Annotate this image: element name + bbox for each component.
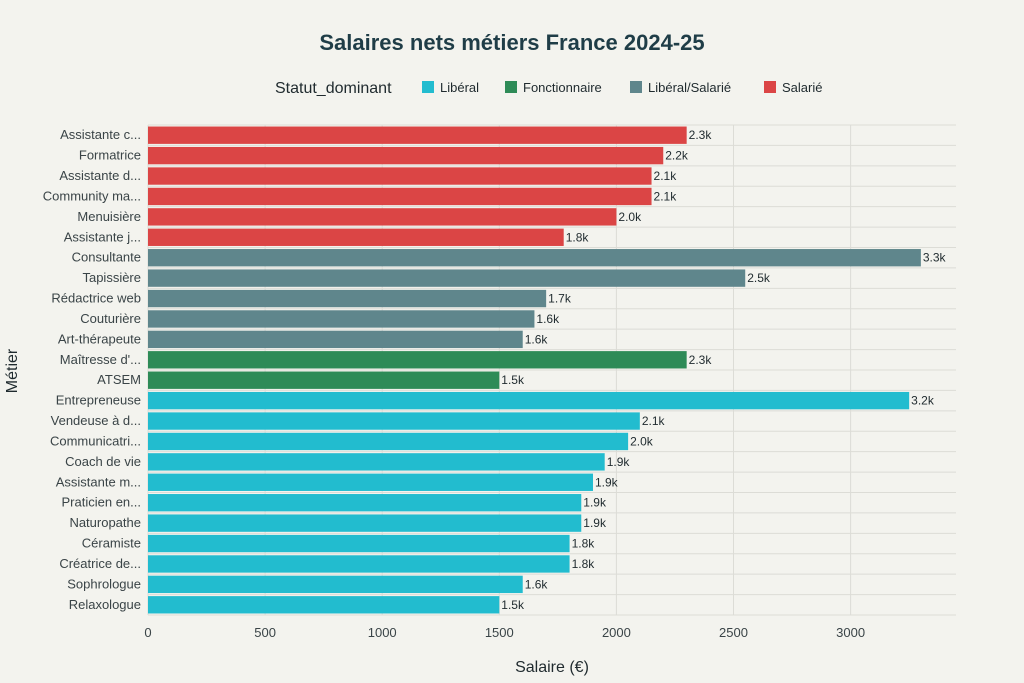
data-label-9: 1.6k: [536, 312, 560, 326]
x-axis-title: Salaire (€): [515, 659, 589, 676]
data-label-8: 1.7k: [548, 292, 572, 306]
category-label-22: Sophrologue: [67, 576, 141, 591]
bar-0[interactable]: [148, 126, 687, 144]
category-label-19: Naturopathe: [69, 515, 141, 530]
bar-9[interactable]: [148, 310, 535, 328]
data-label-14: 2.1k: [642, 414, 666, 428]
category-label-6: Consultante: [72, 250, 141, 265]
data-label-10: 1.6k: [525, 332, 549, 346]
bar-3[interactable]: [148, 187, 652, 206]
bar-15[interactable]: [148, 432, 629, 451]
legend-swatch-0[interactable]: [422, 81, 434, 93]
category-label-3: Community ma...: [43, 188, 141, 203]
category-label-17: Assistante m...: [56, 474, 141, 489]
x-tick-label-2: 1000: [368, 625, 397, 640]
x-tick-label-0: 0: [144, 625, 151, 640]
legend-label-2: Libéral/Salarié: [648, 80, 731, 95]
bar-4[interactable]: [148, 208, 617, 226]
category-label-10: Art-thérapeute: [58, 331, 141, 346]
data-label-4: 2.0k: [618, 210, 642, 224]
chart-title: Salaires nets métiers France 2024-25: [319, 30, 704, 55]
data-label-18: 1.9k: [583, 496, 607, 510]
grid: [147, 124, 956, 616]
x-tick-label-3: 1500: [485, 625, 514, 640]
x-tick-label-6: 3000: [836, 625, 865, 640]
data-label-17: 1.9k: [595, 475, 619, 489]
data-label-20: 1.8k: [572, 537, 596, 551]
category-labels: Assistante c... Formatrice Assistante d...…: [43, 127, 141, 612]
data-label-3: 2.1k: [654, 189, 678, 203]
legend-label-1: Fonctionnaire: [523, 80, 602, 95]
data-label-15: 2.0k: [630, 434, 654, 448]
category-label-14: Vendeuse à d...: [51, 413, 141, 428]
category-label-12: ATSEM: [97, 372, 141, 387]
bar-7[interactable]: [148, 269, 746, 287]
data-label-6: 3.3k: [923, 251, 947, 265]
bar-11[interactable]: [148, 351, 687, 369]
category-label-5: Assistante j...: [64, 229, 141, 244]
legend-swatch-2[interactable]: [630, 81, 642, 93]
x-axis-ticks: 0 500 1000 1500 2000 2500 3000: [144, 625, 865, 640]
bar-2[interactable]: [148, 167, 652, 185]
data-label-0: 2.3k: [689, 128, 713, 142]
category-label-18: Praticien en...: [62, 495, 142, 510]
bar-6[interactable]: [148, 249, 921, 267]
bar-20[interactable]: [148, 534, 570, 553]
category-label-9: Couturière: [80, 311, 141, 326]
bar-21[interactable]: [148, 555, 570, 573]
data-label-22: 1.6k: [525, 577, 549, 591]
category-label-2: Assistante d...: [59, 168, 141, 183]
y-axis-title: Métier: [4, 348, 21, 393]
x-tick-label-5: 2500: [719, 625, 748, 640]
category-label-7: Tapissière: [82, 270, 141, 285]
bar-16[interactable]: [148, 453, 605, 471]
category-label-0: Assistante c...: [60, 127, 141, 142]
bar-18[interactable]: [148, 494, 582, 512]
data-label-13: 3.2k: [911, 394, 935, 408]
bar-8[interactable]: [148, 289, 547, 308]
bar-17[interactable]: [148, 473, 593, 491]
bars: 2.3k2.2k2.1k2.1k2.0k1.8k3.3k2.5k1.7k1.6k…: [148, 126, 947, 614]
bar-23[interactable]: [148, 596, 500, 614]
bar-12[interactable]: [148, 371, 500, 389]
category-label-21: Créatrice de...: [59, 556, 141, 571]
legend-title: Statut_dominant: [275, 80, 392, 97]
category-label-16: Coach de vie: [65, 454, 141, 469]
legend-label-3: Salarié: [782, 80, 822, 95]
bar-1[interactable]: [148, 146, 664, 165]
bar-19[interactable]: [148, 514, 582, 532]
data-label-19: 1.9k: [583, 516, 607, 530]
legend-swatch-3[interactable]: [764, 81, 776, 93]
legend: Statut_dominant Libéral Fonctionnaire Libé…: [275, 80, 822, 97]
bar-22[interactable]: [148, 575, 523, 594]
bar-10[interactable]: [148, 330, 523, 349]
data-label-1: 2.2k: [665, 149, 689, 163]
bar-14[interactable]: [148, 412, 640, 430]
bar-13[interactable]: [148, 391, 910, 410]
bar-5[interactable]: [148, 228, 564, 246]
category-label-13: Entrepreneuse: [56, 393, 141, 408]
data-label-5: 1.8k: [566, 230, 590, 244]
data-label-12: 1.5k: [501, 373, 525, 387]
legend-swatch-1[interactable]: [505, 81, 517, 93]
category-label-23: Relaxologue: [69, 597, 141, 612]
category-label-11: Maîtresse d'...: [60, 352, 141, 367]
data-label-7: 2.5k: [747, 271, 771, 285]
x-tick-label-4: 2000: [602, 625, 631, 640]
category-label-20: Céramiste: [82, 536, 141, 551]
data-label-21: 1.8k: [572, 557, 596, 571]
data-label-16: 1.9k: [607, 455, 631, 469]
category-label-15: Communicatri...: [50, 433, 141, 448]
legend-label-0: Libéral: [440, 80, 479, 95]
data-label-23: 1.5k: [501, 598, 525, 612]
category-label-1: Formatrice: [79, 148, 141, 163]
data-label-11: 2.3k: [689, 353, 713, 367]
category-label-4: Menuisière: [77, 209, 141, 224]
x-tick-label-1: 500: [254, 625, 276, 640]
data-label-2: 2.1k: [654, 169, 678, 183]
category-label-8: Rédactrice web: [51, 291, 141, 306]
